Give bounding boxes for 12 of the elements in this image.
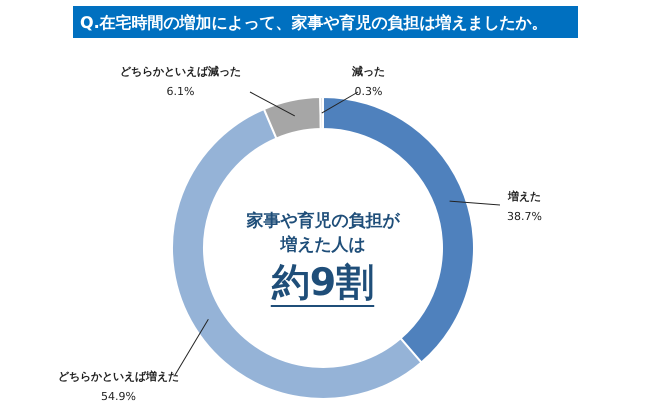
slice-label: 減った (351, 65, 385, 78)
data-label: 38.7% (507, 210, 542, 223)
chart-title: Q.在宅時間の増加によって、家事や育児の負担は増えましたか。 (80, 13, 548, 32)
text: 増えた人は (280, 234, 366, 255)
data-label: 54.9% (101, 390, 136, 403)
slice-label: 増えた (507, 190, 541, 203)
text: 約9割 (270, 260, 374, 304)
slice-label: どちらかといえば減った (120, 65, 241, 78)
text: 家事や育児の負担が (246, 210, 400, 231)
data-label: 6.1% (166, 85, 194, 98)
slice-label: どちらかといえば増えた (58, 370, 179, 383)
data-label: 0.3% (354, 85, 382, 98)
